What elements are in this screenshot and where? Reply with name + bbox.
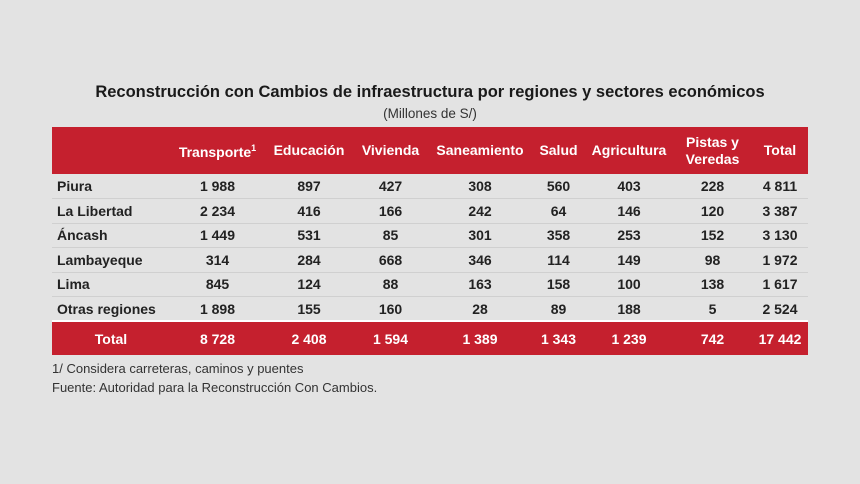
table-cell: 668 (378, 251, 403, 268)
table-row: Lambayeque 314 284 668 346 114 149 98 1 972 (52, 248, 808, 272)
table-cell: 301 (468, 227, 492, 244)
table-cell: 100 (617, 276, 641, 293)
column-header: Agricultura (585, 127, 673, 174)
table-cell: 138 (700, 276, 725, 293)
table-cell: 403 (617, 178, 641, 194)
table-cell: 28 (472, 300, 488, 317)
total-cell: 1 343 (540, 330, 577, 347)
table-header: Transporte1 Educación Vivienda Saneamiento S… (52, 127, 808, 174)
table-cell: 228 (700, 178, 725, 194)
table-footer: Total 8 728 2 408 1 594 1 389 1 343 1 239 742 17… (52, 321, 808, 355)
column-header-text: Agricultura (591, 142, 667, 158)
table-row: Otras regiones 1 898 155 160 28 89 188 5 2 524 (52, 297, 808, 321)
row-label: Piura (57, 178, 93, 194)
table-cell: 560 (546, 178, 571, 194)
total-cell: 742 (700, 330, 725, 347)
table-cell: 1 898 (199, 300, 236, 317)
table-title: Reconstrucción con Cambios de infraestru… (95, 83, 765, 101)
total-cell: 8 728 (199, 330, 236, 347)
total-cell: 1 594 (372, 330, 409, 347)
table-cell: 149 (617, 251, 641, 268)
row-label: Otras regiones (57, 300, 156, 317)
column-header-text: Saneamiento (436, 142, 524, 158)
table-cell: 163 (468, 276, 492, 293)
table-row: La Libertad 2 234 416 166 242 64 146 120 3 387 (52, 199, 808, 223)
row-label: Lima (57, 276, 90, 293)
column-header: Educación (265, 127, 353, 174)
footnote: 1/ Considera carreteras, caminos y puent… (52, 361, 304, 376)
column-header-text: Educación (273, 142, 345, 158)
table-subtitle: (Millones de S/) (383, 106, 477, 121)
row-label: Lambayeque (57, 251, 143, 268)
table-cell: 427 (378, 178, 403, 194)
column-header: Pistas y Veredas (673, 127, 752, 174)
table-cell: 1 988 (199, 178, 236, 194)
table-cell: 64 (550, 202, 567, 219)
table-cell: 152 (700, 227, 725, 244)
column-header-text: Vivienda (361, 142, 420, 158)
data-table: Transporte1 Educación Vivienda Saneamiento S… (52, 127, 808, 355)
table-row: Áncash 1 449 531 85 301 358 253 152 3 130 (52, 223, 808, 248)
table-cell: 1 617 (762, 276, 798, 293)
table-cell: 155 (297, 300, 321, 317)
column-header: Salud (532, 127, 585, 174)
table-cell: 1 449 (199, 227, 236, 244)
total-cell: 2 408 (291, 330, 327, 347)
total-row: Total 8 728 2 408 1 594 1 389 1 343 1 239 742 17… (52, 321, 808, 355)
column-header: Saneamiento (428, 127, 532, 174)
footnote-mark: 1 (251, 143, 257, 153)
total-label: Total (94, 330, 128, 347)
total-cell: 1 389 (462, 330, 498, 347)
column-header-text: Pistas y Veredas (685, 133, 740, 167)
table-cell: 166 (378, 202, 403, 219)
table-cell: 85 (382, 227, 399, 244)
column-header-text: Salud (539, 142, 578, 158)
table-row: Piura 1 988 897 427 308 560 403 228 4 811 (52, 174, 808, 199)
column-header-text: Transporte (178, 144, 252, 160)
table-cell: 88 (382, 276, 399, 293)
table-body: Piura 1 988 897 427 308 560 403 228 4 811 La Libe… (52, 174, 808, 321)
total-cell: 17 442 (758, 330, 802, 347)
row-label: La Libertad (57, 202, 133, 219)
table-cell: 114 (547, 251, 570, 268)
row-label: Áncash (57, 227, 108, 244)
table-cell: 4 811 (762, 178, 798, 194)
table-cell: 308 (468, 178, 492, 194)
table-cell: 2 234 (199, 202, 236, 219)
table-cell: 253 (617, 227, 641, 244)
column-header: Transporte1 (170, 127, 265, 174)
table-cell: 158 (546, 276, 571, 293)
table-cell: 124 (297, 276, 321, 293)
table-cell: 2 524 (762, 300, 798, 317)
table-cell: 284 (297, 251, 321, 268)
table-cell: 242 (468, 202, 492, 219)
table-cell: 160 (378, 300, 403, 317)
table-cell: 89 (550, 300, 567, 317)
header-cell (52, 127, 170, 174)
column-header: Total (752, 127, 808, 174)
table-cell: 314 (205, 251, 230, 268)
table-cell: 346 (468, 251, 492, 268)
column-header-text: Total (763, 142, 797, 158)
table-cell: 416 (297, 202, 321, 219)
table-cell: 5 (708, 300, 717, 317)
table-cell: 845 (205, 276, 230, 293)
table-cell: 531 (297, 227, 321, 244)
table-cell: 3 130 (762, 227, 798, 244)
table-cell: 897 (297, 178, 321, 194)
source-note: Fuente: Autoridad para la Reconstrucción… (52, 380, 378, 395)
total-cell: 1 239 (611, 330, 647, 347)
table-cell: 146 (617, 202, 641, 219)
table-row: Lima 845 124 88 163 158 100 138 1 617 (52, 272, 808, 297)
column-header: Vivienda (353, 127, 428, 174)
table-cell: 188 (617, 300, 641, 317)
table-cell: 3 387 (762, 202, 798, 219)
header-row: Transporte1 Educación Vivienda Saneamiento S… (52, 127, 808, 174)
table-cell: 358 (546, 227, 571, 244)
table-cell: 98 (704, 251, 721, 268)
table-cell: 1 972 (762, 251, 798, 268)
table-cell: 120 (700, 202, 725, 219)
